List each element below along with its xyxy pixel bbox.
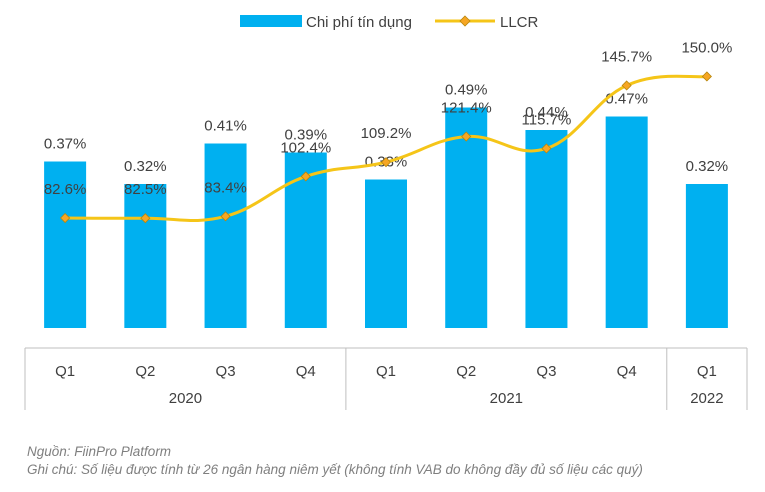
bar-credit-cost (605, 116, 648, 328)
quarter-label: Q1 (697, 363, 717, 380)
line-markers-llcr (60, 71, 712, 224)
llcr-marker (541, 143, 552, 154)
llcr-marker (140, 213, 151, 224)
year-label: 2020 (169, 390, 202, 407)
bar-value-label: 0.32% (686, 158, 729, 175)
legend-swatch-llcr-marker (459, 15, 471, 27)
quarter-label: Q1 (55, 363, 75, 380)
year-label: 2022 (690, 390, 723, 407)
bar-data-labels: 0.37%0.32%0.41%0.39%0.33%0.49%0.44%0.47%… (44, 82, 728, 176)
llcr-value-label: 102.4% (280, 139, 331, 156)
bar-credit-cost (445, 107, 488, 328)
llcr-value-label: 115.7% (522, 111, 572, 128)
line-data-labels: 82.6% 82.5% 83.4% 102.4% 109.2% 121.4% 115.7% 1… (44, 39, 732, 198)
llcr-marker (380, 157, 392, 168)
year-label: 2021 (490, 390, 523, 407)
bar-credit-cost (685, 184, 728, 328)
source-note: Nguồn: FiinPro Platform (27, 444, 172, 459)
bar-value-label: 0.32% (124, 158, 167, 175)
quarter-label: Q3 (536, 363, 556, 380)
quarter-label: Q4 (617, 363, 637, 380)
bar-series-credit-cost (44, 107, 728, 328)
llcr-marker (60, 212, 71, 224)
chart-legend: Chi phí tín dụng LLCR (240, 14, 539, 31)
quarter-label: Q2 (135, 363, 155, 380)
bar-value-label: 0.47% (605, 91, 648, 108)
bar-value-label: 0.49% (445, 82, 488, 99)
legend-label-credit-cost: Chi phí tín dụng (306, 14, 412, 31)
bar-credit-cost (525, 130, 568, 328)
bar-credit-cost (44, 161, 87, 328)
llcr-value-label: 145.7% (601, 48, 652, 65)
x-axis-quarter-labels: Q1 Q2 Q3 Q4 Q1 Q2 Q3 Q4 Q1 (55, 363, 717, 380)
llcr-marker (621, 80, 632, 91)
llcr-marker (701, 71, 712, 82)
bar-credit-cost (365, 179, 407, 328)
bar-credit-cost (204, 143, 247, 328)
quarter-label: Q1 (376, 363, 396, 380)
llcr-value-label: 150.0% (681, 39, 732, 56)
quarter-label: Q3 (216, 363, 236, 380)
llcr-value-label: 109.2% (361, 125, 412, 142)
llcr-marker (220, 211, 231, 222)
llcr-value-label: 83.4% (204, 179, 247, 196)
bar-credit-cost (124, 184, 167, 328)
llcr-value-label: 121.4% (441, 100, 492, 117)
x-axis (24, 347, 748, 410)
bar-value-label: 0.37% (44, 136, 87, 153)
quarter-label: Q4 (296, 363, 316, 380)
x-axis-year-labels: 2020 2021 2022 (169, 390, 724, 407)
footnote: Ghi chú: Số liệu được tính từ 26 ngân hà… (27, 462, 643, 477)
llcr-value-label: 82.6% (44, 181, 87, 198)
llcr-marker (300, 171, 311, 182)
bar-value-label: 0.41% (204, 118, 247, 135)
llcr-value-label: 82.5% (124, 181, 167, 198)
legend-label-llcr: LLCR (500, 14, 539, 31)
bar-value-label: 0.39% (285, 127, 328, 144)
bar-value-label: 0.44% (525, 104, 568, 121)
combo-chart: Chi phí tín dụng LLCR 0.37% 0.32% 0.41% 0.3… (24, 14, 748, 410)
legend-swatch-credit-cost (240, 15, 302, 27)
quarter-label: Q2 (456, 363, 476, 380)
llcr-marker (461, 131, 472, 142)
